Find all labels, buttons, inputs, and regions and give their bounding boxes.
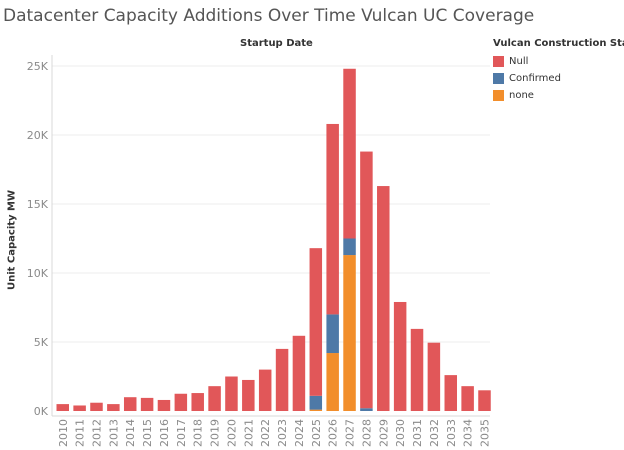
legend-label-none: none (509, 90, 534, 101)
x-tick-label: 2029 (377, 419, 390, 447)
bar-null-2014 (123, 397, 137, 411)
bar-null-2024 (292, 335, 306, 411)
bar-null-2020 (225, 376, 238, 411)
y-tick-label: 20K (27, 129, 49, 142)
legend-item-confirmed[interactable]: Confirmed (493, 70, 624, 87)
x-tick-label: 2013 (107, 419, 120, 447)
bar-null-2032 (427, 342, 441, 411)
x-tick-label: 2035 (479, 419, 492, 447)
x-tick-label: 2033 (445, 419, 458, 447)
y-tick-label: 10K (27, 267, 49, 280)
x-tick-label: 2017 (175, 419, 188, 447)
x-tick-label: 2010 (57, 419, 70, 447)
legend-item-none[interactable]: none (493, 87, 624, 104)
legend-swatch-null (493, 56, 504, 67)
bar-none-2027 (343, 255, 356, 411)
bar-null-2035 (478, 390, 491, 411)
bar-null-2017 (174, 393, 188, 411)
bar-null-2016 (157, 399, 171, 411)
x-tick-label: 2018 (192, 419, 205, 447)
bar-null-2010 (56, 404, 69, 411)
x-tick-label: 2012 (90, 419, 103, 447)
y-tick-label: 0K (34, 405, 49, 418)
x-tick-label: 2022 (259, 419, 272, 447)
legend-item-null[interactable]: Null (493, 53, 624, 70)
legend-label-confirmed: Confirmed (509, 73, 561, 84)
x-tick-label: 2028 (360, 419, 373, 447)
x-tick-label: 2034 (462, 419, 475, 447)
bar-confirmed-2025 (309, 395, 323, 410)
bar-null-2028 (360, 151, 373, 409)
x-tick-label: 2014 (124, 419, 137, 447)
legend-label-null: Null (509, 56, 529, 67)
y-tick-label: 5K (34, 336, 49, 349)
x-tick-label: 2019 (209, 419, 222, 447)
x-tick-label: 2027 (344, 419, 357, 447)
bar-null-2022 (258, 369, 272, 411)
x-tick-label: 2025 (310, 419, 323, 447)
legend-swatch-none (493, 90, 504, 101)
bar-null-2013 (107, 404, 120, 411)
bar-null-2026 (326, 123, 339, 315)
x-tick-label: 2023 (276, 419, 289, 447)
x-tick-label: 2024 (293, 419, 306, 447)
bar-null-2012 (90, 402, 103, 411)
legend-swatch-confirmed (493, 73, 504, 84)
x-tick-label: 2016 (158, 419, 171, 447)
bar-none-2026 (326, 353, 339, 411)
x-tick-label: 2030 (394, 419, 407, 447)
x-tick-label: 2032 (428, 419, 441, 447)
chart-title: Datacenter Capacity Additions Over Time … (3, 6, 535, 26)
x-tick-label: 2020 (225, 419, 238, 447)
x-tick-label: 2021 (242, 419, 255, 447)
legend[interactable]: Vulcan Construction Status Null Confirme… (493, 38, 624, 104)
bar-null-2018 (191, 393, 204, 411)
y-tick-label: 25K (27, 60, 49, 73)
bar-null-2023 (275, 348, 289, 411)
x-tick-label: 2031 (411, 419, 424, 447)
bar-null-2030 (393, 301, 407, 411)
y-tick-label: 15K (27, 198, 49, 211)
bar-null-2027 (343, 68, 356, 239)
bar-null-2019 (208, 386, 221, 411)
bar-null-2011 (73, 405, 86, 411)
x-tick-label: 2011 (74, 419, 87, 447)
bar-confirmed-2027 (343, 238, 356, 256)
x-tick-label: 2026 (327, 419, 340, 447)
bar-null-2029 (377, 186, 390, 411)
bar-confirmed-2026 (326, 314, 339, 354)
bar-null-2021 (242, 379, 255, 411)
bar-null-2015 (140, 397, 154, 411)
bar-none-2025 (309, 409, 323, 411)
bar-null-2033 (444, 375, 458, 411)
bar-null-2034 (461, 386, 474, 411)
legend-title: Vulcan Construction Status (493, 38, 624, 49)
x-axis-header: Startup Date (240, 38, 313, 49)
bar-confirmed-2028 (360, 408, 373, 411)
bar-null-2031 (410, 328, 424, 411)
x-tick-label: 2015 (141, 419, 154, 447)
bar-null-2025 (309, 248, 323, 396)
